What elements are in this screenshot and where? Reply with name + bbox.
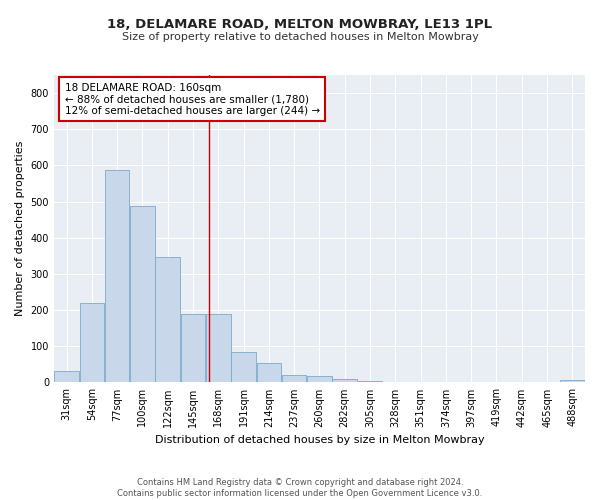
Text: Size of property relative to detached houses in Melton Mowbray: Size of property relative to detached ho… bbox=[122, 32, 478, 42]
Bar bbox=[358, 380, 382, 382]
Text: Contains HM Land Registry data © Crown copyright and database right 2024.
Contai: Contains HM Land Registry data © Crown c… bbox=[118, 478, 482, 498]
X-axis label: Distribution of detached houses by size in Melton Mowbray: Distribution of detached houses by size … bbox=[155, 435, 484, 445]
Y-axis label: Number of detached properties: Number of detached properties bbox=[15, 141, 25, 316]
Text: 18 DELAMARE ROAD: 160sqm
← 88% of detached houses are smaller (1,780)
12% of sem: 18 DELAMARE ROAD: 160sqm ← 88% of detach… bbox=[65, 82, 320, 116]
Bar bbox=[307, 376, 332, 382]
Bar bbox=[130, 206, 155, 382]
Bar bbox=[282, 375, 307, 382]
Bar bbox=[105, 170, 130, 382]
Bar bbox=[232, 352, 256, 382]
Bar bbox=[54, 371, 79, 382]
Bar bbox=[257, 362, 281, 382]
Text: 18, DELAMARE ROAD, MELTON MOWBRAY, LE13 1PL: 18, DELAMARE ROAD, MELTON MOWBRAY, LE13 … bbox=[107, 18, 493, 30]
Bar bbox=[181, 314, 205, 382]
Bar bbox=[80, 303, 104, 382]
Bar bbox=[206, 314, 230, 382]
Bar bbox=[155, 256, 180, 382]
Bar bbox=[332, 379, 357, 382]
Bar bbox=[560, 380, 584, 382]
